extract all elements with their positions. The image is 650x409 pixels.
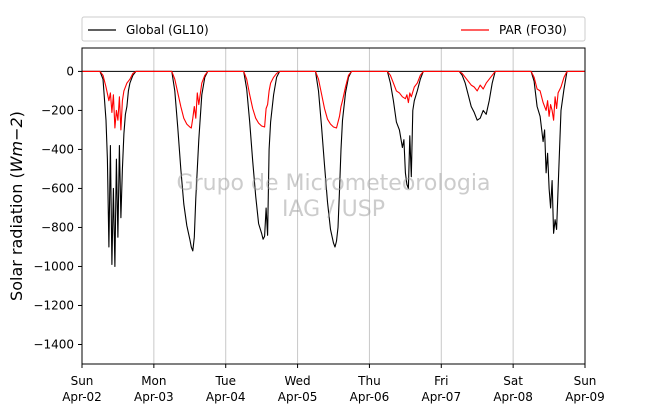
x-axis-ticks: Sun Apr-02 Mon Apr-03 Tue Apr-04 Wed Apr-05 Thu A…	[62, 364, 605, 404]
x-tick-day: Mon	[141, 374, 166, 388]
watermark-line-2: IAG / USP	[282, 197, 385, 222]
series-line-par	[82, 70, 585, 131]
y-tick-label: −800	[41, 220, 74, 234]
y-tick-label: −200	[41, 103, 74, 117]
y-tick-label: −1000	[33, 259, 74, 273]
legend-label-par: PAR (FO30)	[499, 23, 567, 37]
x-tick-date: Apr-05	[278, 390, 318, 404]
x-tick-date: Apr-03	[134, 390, 174, 404]
y-axis-label-math: Wm−2	[7, 117, 26, 172]
y-tick-label: −1400	[33, 337, 74, 351]
x-tick-day: Wed	[284, 374, 310, 388]
y-axis-label-close: )	[7, 111, 26, 117]
axes-frame	[81, 47, 586, 365]
x-tick-date: Apr-07	[421, 390, 461, 404]
x-tick-day: Sun	[71, 374, 94, 388]
y-tick-label: −600	[41, 181, 74, 195]
x-tick-day: Tue	[214, 374, 236, 388]
x-tick-date: Apr-02	[62, 390, 102, 404]
legend-box	[81, 16, 586, 42]
y-axis-label-main: Solar radiation (	[7, 172, 26, 301]
y-tick-label: −400	[41, 142, 74, 156]
x-tick-day: Fri	[434, 374, 448, 388]
y-tick-label: 0	[66, 64, 74, 78]
watermark-line-1: Grupo de Micrometeorologia	[177, 171, 491, 196]
x-tick-date: Apr-06	[350, 390, 390, 404]
y-tick-label: −1200	[33, 298, 74, 312]
x-tick-date: Apr-09	[565, 390, 605, 404]
y-axis-ticks: 0 −200 −400 −600 −800 −1000 −1200 −1400	[33, 64, 82, 351]
x-tick-date: Apr-04	[206, 390, 246, 404]
x-tick-day: Sat	[503, 374, 523, 388]
plot-series	[82, 70, 585, 268]
x-tick-date: Apr-08	[493, 390, 533, 404]
y-axis-label: Solar radiation (Wm−2)	[7, 111, 26, 301]
x-tick-day: Thu	[357, 374, 381, 388]
vertical-grid	[153, 48, 514, 364]
x-tick-day: Sun	[574, 374, 597, 388]
legend-label-global: Global (GL10)	[126, 23, 209, 37]
legend: Global (GL10) PAR (FO30)	[81, 16, 586, 42]
series-line-global	[82, 70, 585, 268]
